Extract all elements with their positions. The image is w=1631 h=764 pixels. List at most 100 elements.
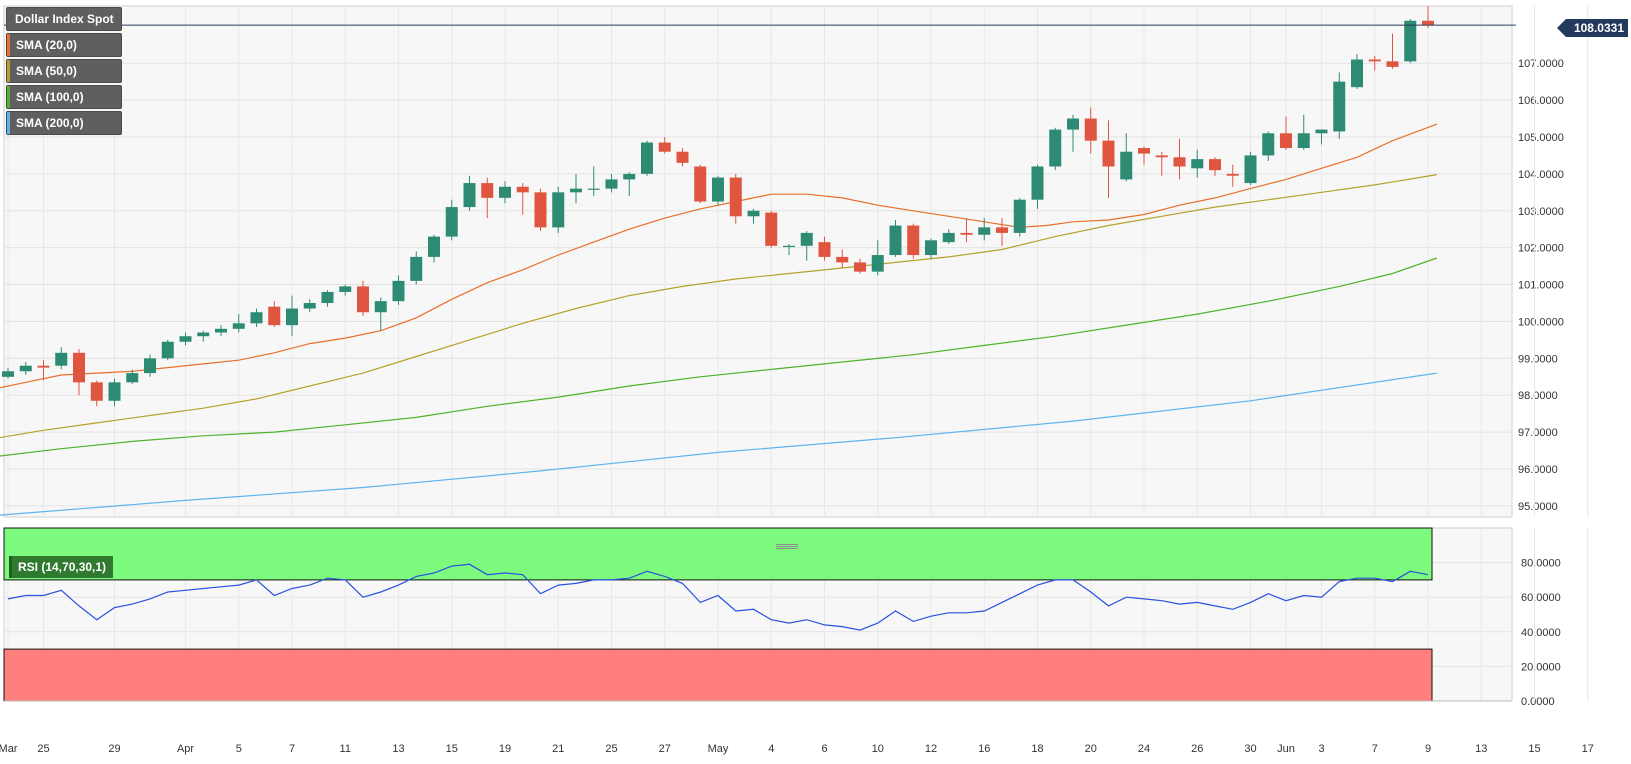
candle-body	[2, 371, 14, 377]
date-tick-label: 25	[605, 743, 617, 755]
candle-body	[641, 142, 653, 174]
candle-body	[729, 177, 742, 217]
date-tick-label: Apr	[177, 743, 194, 755]
date-tick-label: 7	[1372, 743, 1378, 755]
candle-body	[73, 352, 85, 383]
legend-rsi[interactable]: RSI (14,70,30,1)	[9, 556, 114, 578]
candle-body	[1031, 166, 1044, 200]
price-tick-label: 96.0000	[1518, 464, 1558, 476]
price-tick-label: 103.0000	[1518, 206, 1564, 218]
candle-body	[978, 227, 991, 235]
candle-body	[19, 365, 32, 372]
candle-body	[907, 225, 920, 256]
price-tick-label: 97.0000	[1518, 427, 1558, 439]
candle-body	[747, 210, 760, 217]
date-tick-label: 18	[1031, 743, 1043, 755]
date-tick-label: 13	[392, 743, 404, 755]
candle-body	[144, 358, 156, 374]
candle-body	[552, 192, 565, 228]
candle-body	[1102, 140, 1115, 167]
legend-sma-100[interactable]: SMA (100,0)	[7, 86, 121, 108]
price-tick-label: 104.0000	[1518, 169, 1564, 181]
date-tick-label: 12	[925, 743, 937, 755]
candle-body	[1191, 159, 1204, 169]
candle-body	[1226, 173, 1239, 176]
candle-body	[108, 382, 121, 401]
candle-body	[1315, 129, 1328, 134]
date-tick-label: 24	[1138, 743, 1150, 755]
candle-body	[463, 183, 476, 208]
rsi-tick-label: 20.0000	[1521, 661, 1561, 673]
date-tick-label: 16	[978, 743, 990, 755]
candle-body	[694, 166, 707, 202]
candle-body	[712, 177, 724, 202]
sma-line-500	[0, 174, 1437, 439]
candle-body	[925, 240, 937, 256]
candle-body	[232, 323, 245, 329]
sma-50-swatch	[7, 60, 10, 82]
candle-body	[1013, 199, 1026, 233]
candle-body	[854, 262, 866, 272]
candle-body	[836, 256, 849, 263]
candle-body	[570, 188, 582, 193]
last-price-tag: 108.0331	[1556, 19, 1628, 37]
date-tick-label: 29	[108, 743, 120, 755]
candle-body	[587, 188, 600, 190]
date-tick-label: 5	[236, 743, 242, 755]
date-tick-label: 6	[821, 743, 827, 755]
candle-body	[1173, 157, 1186, 167]
candle-body	[37, 365, 50, 368]
rsi-label: RSI (14,70,30,1)	[18, 560, 107, 574]
date-tick-label: May	[708, 743, 729, 755]
candle-body	[1067, 118, 1079, 130]
date-tick-label: 7	[289, 743, 295, 755]
candle-body	[1280, 133, 1292, 149]
rsi-line	[7, 563, 1429, 631]
last-price-value: 108.0331	[1573, 21, 1624, 35]
pane-resize-handle[interactable]	[776, 544, 798, 550]
legend-sma-50[interactable]: SMA (50,0)	[7, 60, 121, 82]
candle-body	[392, 280, 405, 302]
candle-body	[871, 255, 884, 272]
candle-body	[800, 232, 813, 246]
date-tick-label: 21	[552, 743, 564, 755]
candle-body	[321, 291, 334, 304]
candle-body	[499, 186, 511, 198]
date-tick-label: 17	[1582, 743, 1594, 755]
candle-body	[765, 212, 778, 246]
candle-body	[1155, 155, 1168, 158]
candle-body	[303, 303, 316, 309]
date-tick-label: Jun	[1277, 743, 1295, 755]
date-tick-label: Mar	[0, 743, 18, 755]
rsi-overbought-zone	[3, 527, 1433, 581]
price-tick-label: 106.0000	[1518, 95, 1564, 107]
candle-body	[410, 256, 423, 281]
candle-body	[1422, 20, 1434, 26]
date-tick-label: 3	[1318, 743, 1324, 755]
legend-sma-20[interactable]: SMA (20,0)	[7, 34, 121, 56]
candle-body	[1244, 155, 1257, 184]
candle-body	[1333, 81, 1346, 132]
price-tick-label: 105.0000	[1518, 132, 1564, 144]
candle-body	[1351, 59, 1363, 88]
sma-100-swatch	[7, 86, 10, 108]
price-tick-label: 101.0000	[1518, 280, 1564, 292]
date-tick-label: 13	[1475, 743, 1487, 755]
legend-sma-200[interactable]: SMA (200,0)	[7, 112, 121, 134]
sma-line-100	[0, 257, 1438, 457]
legend-instrument: Dollar Index Spot	[7, 8, 121, 30]
candle-body	[1297, 133, 1310, 149]
date-tick-label: 20	[1085, 743, 1097, 755]
price-tick-label: 102.0000	[1518, 243, 1564, 255]
candle-body	[534, 192, 547, 228]
candle-body	[676, 151, 689, 163]
rsi-swatch	[9, 556, 12, 578]
candle-body	[286, 308, 298, 326]
candle-body	[481, 183, 494, 198]
indicator-legend: Dollar Index Spot SMA (20,0) SMA (50,0) …	[7, 8, 121, 134]
sma-100-label: SMA (100,0)	[16, 90, 84, 104]
sma-200-swatch	[7, 112, 10, 134]
candle-body	[658, 142, 671, 152]
sma-50-label: SMA (50,0)	[16, 64, 77, 78]
